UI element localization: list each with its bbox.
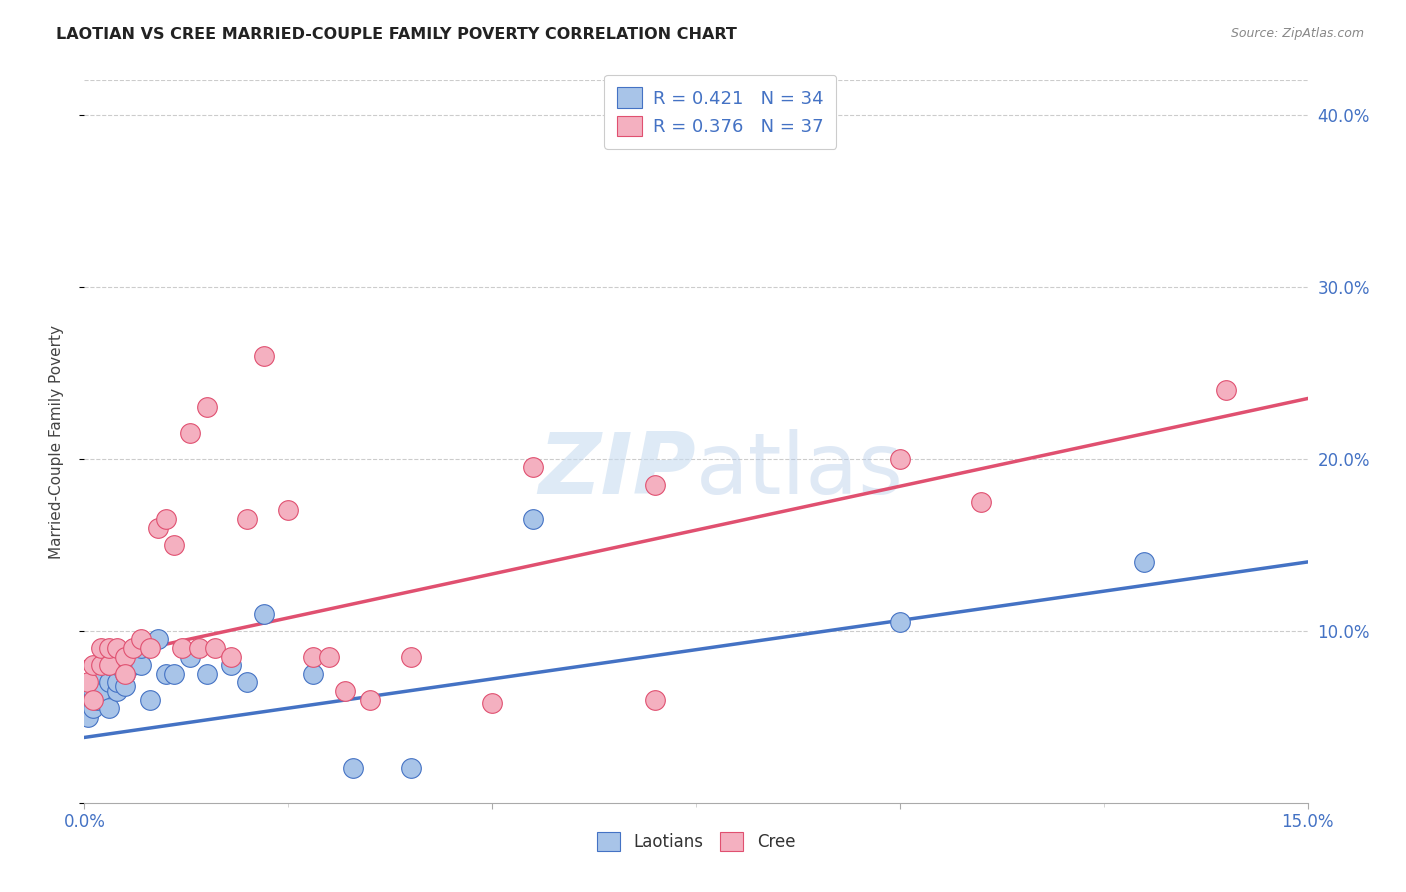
Point	[399, 761, 422, 775]
Point	[97, 701, 120, 715]
Point	[970, 494, 993, 508]
Point	[219, 649, 242, 664]
Point	[301, 649, 323, 664]
Point	[195, 400, 218, 414]
Point	[253, 349, 276, 363]
Point	[335, 684, 357, 698]
Point	[114, 666, 136, 681]
Point	[318, 649, 340, 664]
Point	[644, 477, 666, 491]
Point	[131, 640, 153, 655]
Point	[219, 658, 242, 673]
Point	[301, 666, 323, 681]
Point	[342, 761, 364, 775]
Point	[146, 632, 169, 647]
Point	[889, 451, 911, 466]
Point	[114, 649, 136, 664]
Point	[522, 460, 544, 475]
Point	[522, 512, 544, 526]
Point	[155, 512, 177, 526]
Legend: Laotians, Cree: Laotians, Cree	[588, 823, 804, 860]
Text: atlas: atlas	[696, 429, 904, 512]
Text: Source: ZipAtlas.com: Source: ZipAtlas.com	[1230, 27, 1364, 40]
Point	[179, 649, 201, 664]
Point	[277, 503, 299, 517]
Text: ZIP: ZIP	[538, 429, 696, 512]
Point	[82, 684, 104, 698]
Point	[97, 658, 120, 673]
Point	[187, 640, 209, 655]
Point	[138, 640, 160, 655]
Point	[90, 666, 112, 681]
Point	[163, 538, 186, 552]
Point	[163, 666, 186, 681]
Y-axis label: Married-Couple Family Poverty: Married-Couple Family Poverty	[49, 325, 63, 558]
Point	[90, 675, 112, 690]
Point	[114, 649, 136, 664]
Point	[97, 675, 120, 690]
Point	[236, 512, 259, 526]
Point	[105, 640, 128, 655]
Point	[77, 710, 100, 724]
Point	[146, 520, 169, 534]
Point	[155, 666, 177, 681]
Point	[131, 632, 153, 647]
Point	[1133, 555, 1156, 569]
Point	[114, 666, 136, 681]
Point	[90, 640, 112, 655]
Point	[105, 658, 128, 673]
Point	[114, 679, 136, 693]
Point	[82, 701, 104, 715]
Point	[195, 666, 218, 681]
Point	[889, 615, 911, 630]
Point	[86, 692, 108, 706]
Point	[253, 607, 276, 621]
Point	[172, 640, 194, 655]
Point	[359, 692, 381, 706]
Point	[131, 658, 153, 673]
Point	[236, 675, 259, 690]
Point	[77, 675, 100, 690]
Point	[82, 692, 104, 706]
Point	[90, 658, 112, 673]
Text: LAOTIAN VS CREE MARRIED-COUPLE FAMILY POVERTY CORRELATION CHART: LAOTIAN VS CREE MARRIED-COUPLE FAMILY PO…	[56, 27, 737, 42]
Point	[204, 640, 226, 655]
Point	[105, 675, 128, 690]
Point	[1215, 383, 1237, 397]
Point	[97, 658, 120, 673]
Point	[122, 658, 145, 673]
Point	[399, 649, 422, 664]
Point	[82, 658, 104, 673]
Point	[90, 684, 112, 698]
Point	[644, 692, 666, 706]
Point	[122, 640, 145, 655]
Point	[105, 684, 128, 698]
Point	[179, 425, 201, 440]
Point	[481, 696, 503, 710]
Point	[138, 692, 160, 706]
Point	[97, 640, 120, 655]
